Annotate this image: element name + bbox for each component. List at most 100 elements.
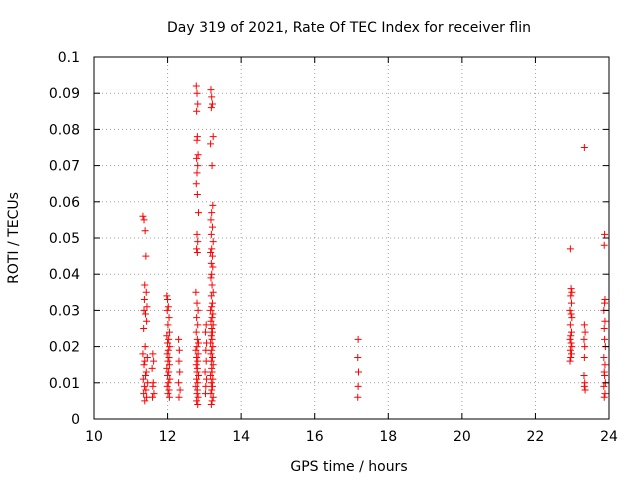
data-point: [208, 382, 216, 390]
ticks-layer: 10 12 14 16 18 20 22 24 0 0.01 0.02 0.03 0.04 0.05 0.0…: [49, 50, 618, 445]
data-point: [581, 386, 589, 394]
data-point: [208, 162, 216, 170]
data-point: [207, 216, 215, 224]
data-point: [207, 379, 215, 387]
data-point: [165, 328, 173, 336]
data-point: [193, 353, 201, 361]
data-point: [141, 227, 149, 235]
data-point: [354, 393, 362, 401]
y-tick-label: 0.04: [49, 267, 80, 283]
data-point: [567, 339, 575, 347]
data-point: [141, 343, 149, 351]
data-point: [140, 382, 148, 390]
data-point: [566, 346, 574, 354]
points-layer: [139, 82, 609, 409]
data-point: [165, 368, 173, 376]
x-tick-label: 22: [527, 429, 545, 445]
data-point: [207, 401, 215, 409]
data-point: [580, 144, 588, 151]
data-point: [163, 292, 171, 300]
data-point: [209, 361, 217, 369]
data-point: [142, 310, 149, 318]
grid-layer: [94, 57, 609, 419]
data-point: [164, 303, 172, 311]
data-point: [207, 104, 215, 112]
data-point: [192, 82, 200, 90]
data-point: [208, 209, 216, 217]
data-point: [567, 353, 575, 361]
data-point: [207, 86, 215, 94]
data-point: [143, 317, 151, 325]
data-point: [192, 361, 200, 369]
data-point: [567, 299, 575, 307]
data-point: [209, 263, 217, 271]
data-point: [176, 386, 184, 394]
data-point: [143, 303, 151, 311]
data-point: [209, 310, 217, 318]
y-tick-label: 0.01: [49, 376, 80, 392]
data-point: [165, 393, 173, 401]
y-axis-title: ROTI / TECUs: [6, 192, 22, 284]
x-tick-label: 16: [306, 429, 324, 445]
data-point: [193, 245, 201, 253]
data-point: [192, 180, 200, 188]
data-point: [207, 372, 215, 380]
data-point: [164, 357, 172, 365]
data-point: [193, 343, 201, 351]
data-point: [140, 390, 148, 398]
data-point: [192, 346, 200, 354]
data-point: [140, 216, 148, 224]
data-point: [209, 393, 217, 401]
data-point: [175, 346, 183, 354]
data-point: [165, 361, 173, 369]
data-point: [207, 140, 215, 148]
data-point: [175, 357, 183, 365]
data-point: [354, 382, 362, 390]
data-point: [194, 321, 202, 329]
data-point: [568, 288, 576, 296]
data-point: [208, 328, 216, 336]
data-point: [601, 361, 609, 369]
data-point: [164, 372, 172, 380]
data-point: [193, 154, 201, 162]
data-point: [193, 107, 201, 115]
data-point: [141, 281, 149, 289]
data-point: [163, 364, 171, 372]
data-point: [354, 368, 362, 376]
data-point: [208, 314, 216, 322]
y-tick-label: 0.03: [49, 303, 80, 319]
data-point: [203, 339, 211, 347]
data-point: [194, 401, 202, 409]
data-point: [208, 346, 216, 354]
data-point: [194, 339, 202, 347]
data-point: [567, 292, 575, 300]
data-point: [208, 368, 216, 376]
data-point: [139, 375, 147, 383]
data-point: [194, 393, 202, 401]
data-point: [164, 321, 172, 329]
data-point: [175, 393, 183, 401]
data-point: [194, 100, 202, 108]
x-tick-label: 10: [85, 429, 103, 445]
data-point: [176, 368, 184, 376]
data-point: [567, 310, 575, 318]
data-point: [194, 151, 202, 159]
y-tick-label: 0.08: [49, 122, 80, 138]
data-point: [164, 346, 172, 354]
data-point: [193, 89, 201, 97]
data-point: [208, 100, 216, 108]
data-point: [194, 372, 202, 380]
data-point: [601, 390, 609, 398]
data-point: [139, 212, 147, 220]
y-tick-label: 0.1: [58, 50, 80, 66]
data-point: [208, 397, 216, 405]
data-point: [166, 375, 174, 383]
data-point: [600, 353, 608, 361]
data-point: [164, 339, 172, 347]
data-point: [148, 393, 156, 401]
data-point: [600, 382, 608, 390]
data-point: [207, 274, 215, 282]
y-tick-label: 0.06: [49, 195, 80, 211]
data-point: [601, 230, 609, 238]
